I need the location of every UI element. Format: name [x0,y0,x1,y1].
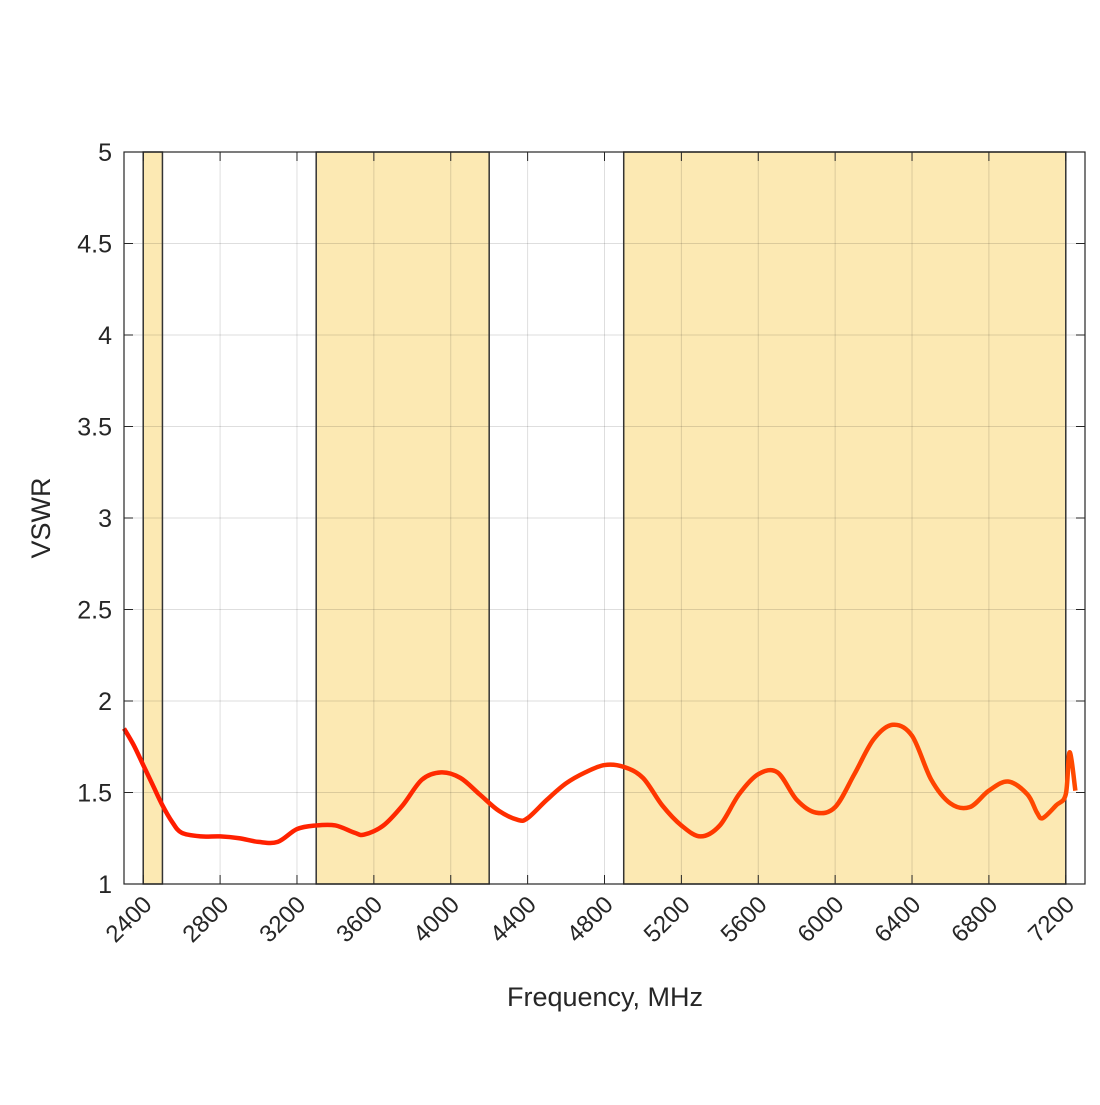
x-tick-label: 7200 [1023,891,1080,948]
x-tick-label: 3200 [254,891,311,948]
x-tick-label: 2800 [177,891,234,948]
x-axis-label: Frequency, MHz [507,982,703,1012]
y-axis-label: VSWR [26,478,56,559]
highlight-bands [143,152,1066,884]
y-tick-label: 2 [98,688,112,716]
y-tick-label: 2.5 [77,597,112,625]
x-tick-label: 2400 [101,891,158,948]
x-tick-label: 6400 [869,891,926,948]
y-tick-label: 5 [98,139,112,167]
y-tick-label: 4 [98,322,112,350]
x-tick-label: 6000 [793,891,850,948]
x-tick-label: 3600 [331,891,388,948]
highlight-band [316,152,490,884]
y-tick-label: 1 [98,871,112,899]
highlight-band [623,152,1066,884]
x-tick-label: 6800 [946,891,1003,948]
y-tick-label: 3 [98,505,112,533]
vswr-line [122,722,1078,846]
highlight-band [143,152,163,884]
x-tick-label: 4800 [562,891,619,948]
x-tick-label: 4400 [485,891,542,948]
x-tick-label: 5600 [716,891,773,948]
y-tick-label: 1.5 [77,780,112,808]
y-tick-label: 4.5 [77,231,112,259]
y-tick-label: 3.5 [77,414,112,442]
x-tick-label: 5200 [639,891,696,948]
x-tick-label: 4000 [408,891,465,948]
